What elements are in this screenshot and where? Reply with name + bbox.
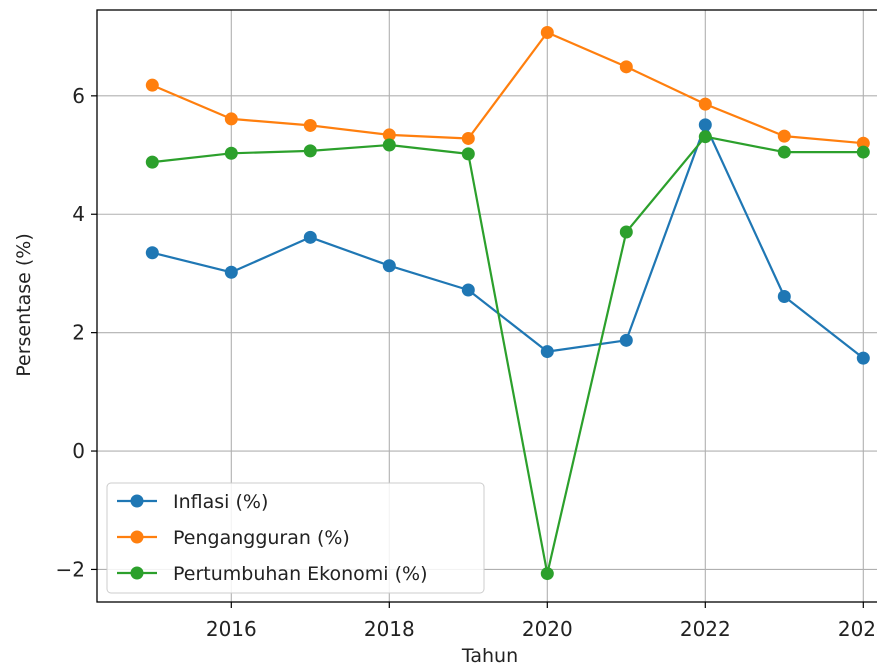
y-axis: −2 0 2 4 6 [56,84,97,581]
data-point [382,128,396,142]
data-point [698,130,712,144]
data-point [224,112,238,126]
series-line [152,135,864,575]
series-line [151,31,864,145]
y-tick-label: 6 [72,84,85,108]
legend-label: Inflasi (%) [173,491,268,513]
y-tick-label: 2 [72,321,85,345]
data-point [303,230,317,244]
data-point [461,147,475,161]
data-point [540,567,554,581]
legend-swatch-marker [130,494,144,508]
data-point [856,351,870,365]
plot-frame [96,9,877,603]
data-point [540,25,554,39]
x-axis-label: Tahun [461,645,518,666]
data-point [145,246,159,260]
legend-swatch-marker [130,566,144,580]
data-point [224,146,238,160]
legend-entry: Inflasi (%) [117,491,268,513]
series-1 [145,118,870,365]
legend-label: Pengangguran (%) [173,527,350,549]
data-point [382,259,396,273]
data-point [303,144,317,158]
legend-entry: Pengangguran (%) [117,527,350,549]
data-point [698,118,712,132]
data-point [619,60,633,74]
data-point [145,78,159,92]
x-tick-label: 2020 [522,617,573,641]
data-point [698,97,712,111]
data-point [303,118,317,132]
data-point [382,138,396,152]
data-point [777,145,791,159]
data-point [540,345,554,359]
y-axis-label: Persentase (%) [13,233,35,377]
series-layer [145,25,870,581]
y-tick-label: 0 [72,439,85,463]
legend-label: Pertumbuhan Ekonomi (%) [173,563,427,585]
x-tick-label: 2018 [364,617,415,641]
data-point [619,225,633,239]
legend: Inflasi (%) Pengangguran (%) Pertumbuhan E… [106,482,485,594]
y-tick-label: −2 [56,557,85,581]
y-tick-label: 4 [72,202,85,226]
data-point [224,265,238,279]
data-point [856,136,870,150]
series-line [152,123,864,359]
x-tick-label: 2022 [680,617,731,641]
data-point [777,129,791,143]
data-point [461,283,475,297]
data-point [777,290,791,304]
legend-entry: Pertumbuhan Ekonomi (%) [117,563,427,585]
data-point [145,155,159,169]
series-2 [145,25,870,150]
data-point [461,131,475,145]
series-3 [145,130,870,581]
x-tick-label: 2016 [206,617,257,641]
legend-swatch-marker [130,530,144,544]
data-point [856,145,870,159]
data-point [619,333,633,347]
legend-box [106,482,485,594]
